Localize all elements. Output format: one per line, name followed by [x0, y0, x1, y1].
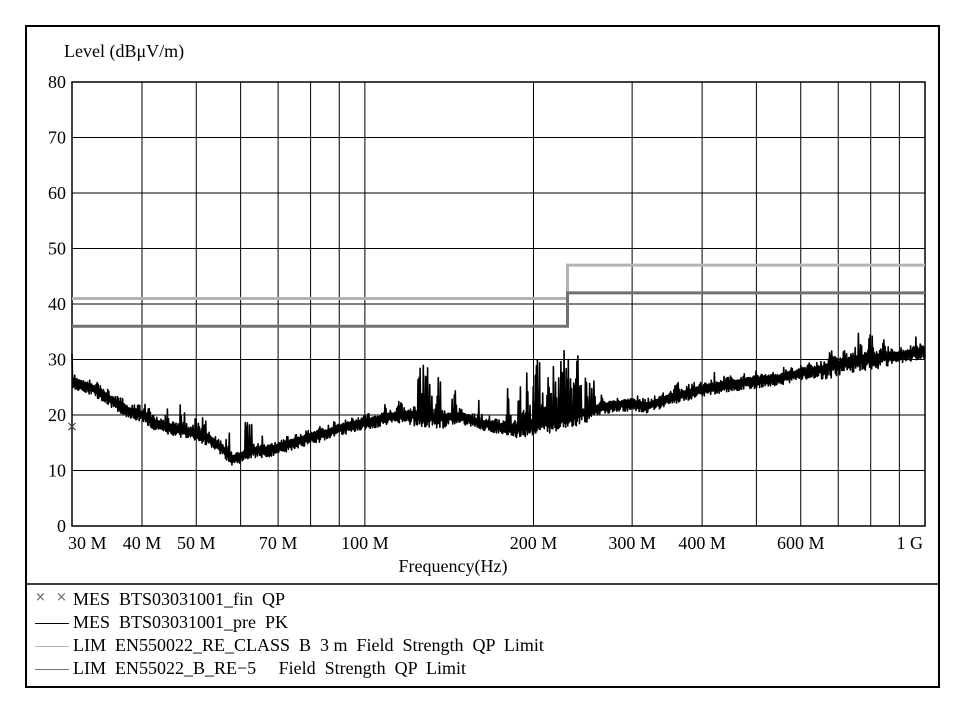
legend-item-pk-measurement: MES BTS03031001_pre PK	[35, 611, 935, 634]
y-axis-label: Level (dBμV/m)	[64, 41, 184, 62]
peak-trace	[71, 332, 926, 466]
y-tick-label: 50	[48, 239, 66, 259]
legend-item-class-b-limit: LIM EN550022_RE_CLASS B 3 m Field Streng…	[35, 634, 935, 657]
legend-label: LIM EN550022_RE_CLASS B 3 m Field Streng…	[73, 635, 544, 655]
limit-line	[72, 291, 925, 328]
legend: × × MES BTS03031001_fin QP MES BTS030310…	[35, 588, 935, 680]
x-tick-label: 400 M	[678, 533, 726, 553]
x-tick-label: 70 M	[259, 533, 298, 553]
x-tick-label: 40 M	[123, 533, 162, 553]
y-tick-label: 60	[48, 183, 66, 203]
pk-trace-baseline	[71, 347, 926, 459]
legend-line-black	[35, 616, 73, 630]
qp-marker: ×	[66, 419, 78, 435]
limit-line	[72, 263, 925, 300]
x-tick-label: 50 M	[177, 533, 216, 553]
y-tick-label: 40	[48, 294, 66, 314]
y-tick-label: 80	[48, 72, 66, 92]
grid	[72, 82, 925, 526]
x-tick-label: 1 G	[897, 533, 924, 553]
x-tick-label: 300 M	[608, 533, 656, 553]
y-tick-label: 30	[48, 350, 66, 370]
x-tick-label: 200 M	[510, 533, 558, 553]
y-tick-labels: 0 10 20 30 40 50 60 70 80	[48, 72, 66, 536]
qp-marker: ×	[556, 336, 568, 352]
y-tick-label: 70	[48, 128, 66, 148]
qp-markers: × × ×	[66, 336, 767, 435]
legend-label: MES BTS03031001_pre PK	[73, 612, 289, 632]
limit-lines	[72, 263, 925, 328]
y-tick-label: 10	[48, 461, 66, 481]
qp-marker: ×	[755, 364, 767, 380]
legend-label: LIM EN55022_B_RE−5 Field Strength QP Lim…	[73, 658, 466, 678]
pk-trace-line	[71, 332, 926, 466]
x-axis-label: Frequency(Hz)	[399, 556, 508, 577]
legend-label: MES BTS03031001_fin QP	[73, 589, 286, 609]
legend-item-re5-limit: LIM EN55022_B_RE−5 Field Strength QP Lim…	[35, 657, 935, 680]
legend-marker-x: × ×	[35, 589, 70, 605]
legend-item-qp-measurement: × × MES BTS03031001_fin QP	[35, 588, 935, 611]
x-tick-label: 30 M	[68, 533, 107, 553]
y-tick-label: 0	[57, 516, 66, 536]
x-tick-label: 600 M	[777, 533, 825, 553]
x-tick-labels: 30 M 40 M 50 M 70 M 100 M 200 M 300 M 400 M 600 …	[68, 533, 923, 553]
legend-line-light-gray	[35, 639, 73, 653]
chart-frame	[25, 25, 940, 688]
x-tick-label: 100 M	[341, 533, 389, 553]
legend-line-dark-gray	[35, 662, 73, 676]
y-tick-label: 20	[48, 405, 66, 425]
